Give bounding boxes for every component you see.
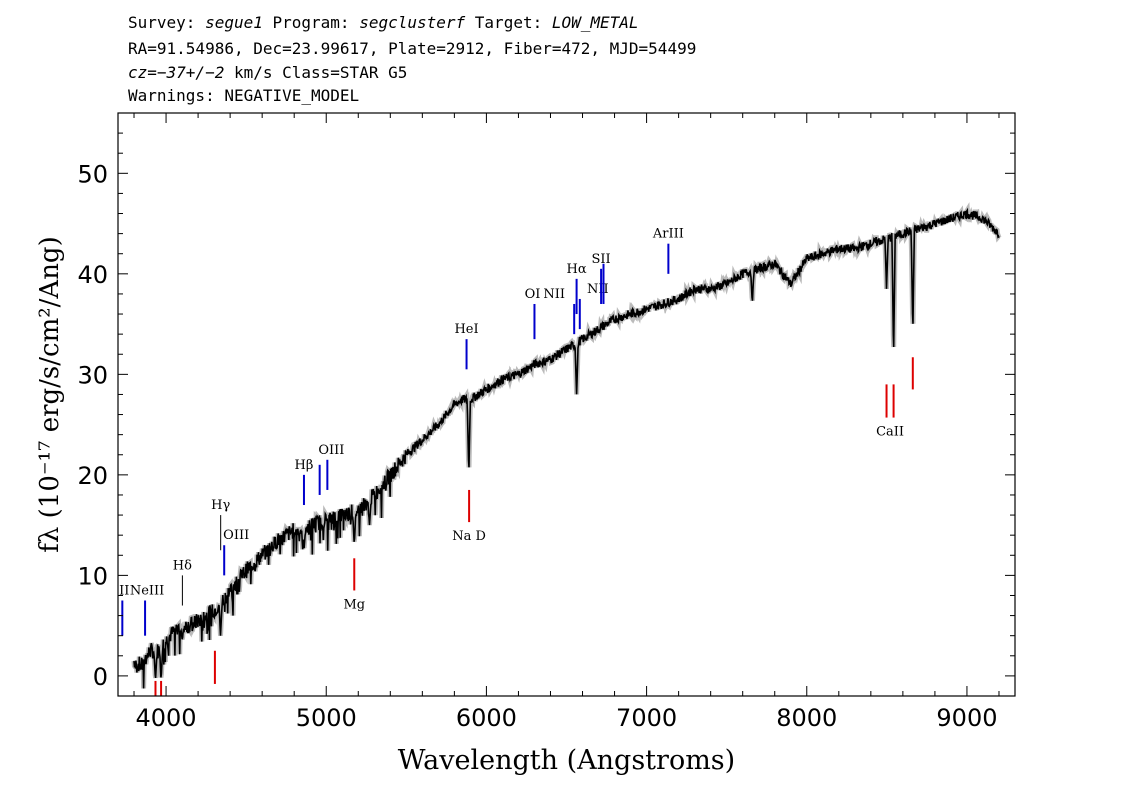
y-tick-label: 40	[77, 261, 108, 289]
x-tick-label: 9000	[936, 704, 997, 732]
line-label-16: Na D	[452, 529, 486, 544]
y-axis-label: fλ (10⁻¹⁷ erg/s/cm²/Ang)	[35, 236, 65, 552]
header-line-2: RA=91.54986, Dec=23.99617, Plate=2912, F…	[128, 39, 697, 58]
cz-value: =−37+/−2	[147, 63, 225, 82]
line-label-0: NeIII	[130, 584, 164, 599]
program-label: Program:	[262, 13, 360, 32]
cz-rest: km/s Class=STAR G5	[224, 63, 408, 82]
line-label-4: OIII	[223, 528, 249, 543]
x-tick-label: 6000	[456, 704, 517, 732]
line-label-15: ArIII	[652, 227, 684, 242]
header-line-4: Warnings: NEGATIVE_MODEL	[128, 86, 360, 105]
y-tick-label: 0	[93, 663, 108, 691]
target-value: LOW_METAL	[551, 13, 639, 32]
x-tick-label: 5000	[296, 704, 357, 732]
line-label-9: OI	[525, 287, 541, 302]
y-tick-label: 50	[77, 160, 108, 188]
y-tick-label: 10	[77, 562, 108, 590]
plot-frame	[117, 112, 1016, 697]
target-label: Target:	[465, 13, 552, 32]
cz-label: cz	[128, 63, 148, 82]
x-axis-label: Wavelength (Angstroms)	[397, 745, 736, 776]
line-label-2: Hδ	[173, 558, 192, 573]
header-line-1: Survey: segue1 Program: segclusterf Targ…	[128, 14, 639, 32]
line-label-12: NII	[587, 282, 609, 297]
survey-value: segue1	[205, 13, 263, 32]
survey-label: Survey:	[128, 13, 206, 32]
line-label-1: II	[119, 584, 129, 599]
line-label-21: CaII	[876, 425, 904, 440]
spectrum-line	[133, 207, 1000, 689]
y-tick-label: 20	[77, 462, 108, 490]
program-value: segclusterf	[359, 13, 466, 32]
line-label-11: Hα	[567, 262, 587, 277]
line-label-7: OIII	[318, 443, 344, 458]
header-line-3: cz=−37+/−2 km/s Class=STAR G5	[128, 64, 407, 82]
x-tick-label: 4000	[136, 704, 197, 732]
line-label-17: Mg	[343, 597, 365, 612]
line-label-5: Hβ	[295, 458, 314, 473]
error-band	[131, 202, 1002, 689]
line-label-3: Hγ	[211, 498, 230, 513]
x-tick-label: 7000	[616, 704, 677, 732]
line-label-10: NII	[543, 287, 565, 302]
line-label-13: SII	[592, 252, 611, 267]
y-tick-label: 30	[77, 361, 108, 389]
line-label-8: HeI	[454, 322, 478, 337]
x-tick-label: 8000	[776, 704, 837, 732]
